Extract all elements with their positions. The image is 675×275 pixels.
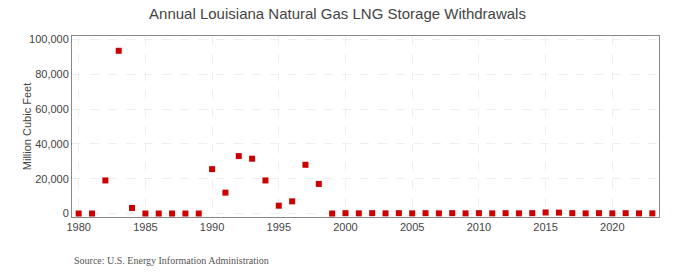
svg-text:1990: 1990 xyxy=(200,221,224,233)
svg-text:2005: 2005 xyxy=(400,221,424,233)
svg-text:40,000: 40,000 xyxy=(35,138,69,150)
svg-text:Million Cubic Feet: Million Cubic Feet xyxy=(21,83,33,170)
svg-text:1985: 1985 xyxy=(133,221,157,233)
svg-text:Source: U.S. Energy Informatio: Source: U.S. Energy Information Administ… xyxy=(74,255,269,266)
svg-text:20,000: 20,000 xyxy=(35,173,69,185)
svg-text:Annual Louisiana Natural Gas L: Annual Louisiana Natural Gas LNG Storage… xyxy=(149,5,526,22)
svg-text:2010: 2010 xyxy=(467,221,491,233)
svg-text:1995: 1995 xyxy=(267,221,291,233)
svg-text:100,000: 100,000 xyxy=(29,33,69,45)
svg-text:1980: 1980 xyxy=(66,221,90,233)
svg-text:2000: 2000 xyxy=(333,221,357,233)
svg-text:80,000: 80,000 xyxy=(35,68,69,80)
svg-text:0: 0 xyxy=(63,207,69,219)
svg-text:2015: 2015 xyxy=(533,221,557,233)
svg-text:60,000: 60,000 xyxy=(35,103,69,115)
svg-text:2020: 2020 xyxy=(600,221,624,233)
